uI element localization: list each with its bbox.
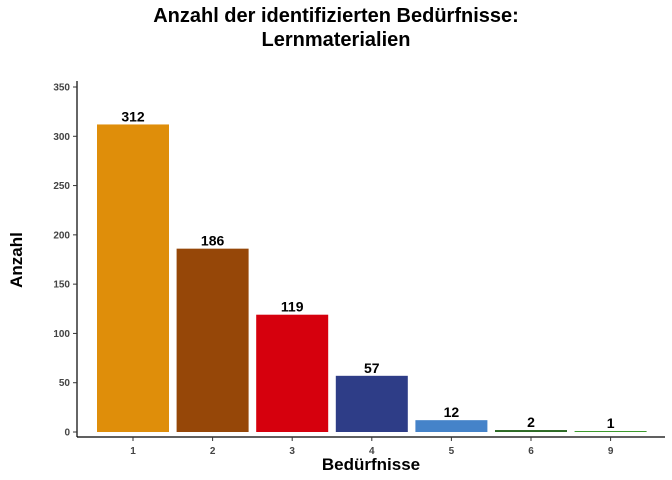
chart-title-line-1: Anzahl der identifizierten Bedürfnisse: bbox=[153, 5, 519, 27]
y-tick-label-250: 250 bbox=[53, 181, 70, 192]
data-label-9: 1 bbox=[607, 415, 615, 431]
data-label-2: 186 bbox=[201, 233, 225, 249]
data-labels-group: 312 186 119 57 12 2 1 bbox=[121, 108, 614, 431]
x-axis-title: Bedürfnisse bbox=[322, 455, 420, 474]
chart-title-line-2: Lernmaterialien bbox=[261, 29, 411, 51]
y-tick-label-50: 50 bbox=[59, 378, 71, 389]
y-tick-label-350: 350 bbox=[53, 83, 70, 94]
y-axis-ticks: 0 50 100 150 200 250 300 350 bbox=[53, 83, 77, 439]
data-label-6: 2 bbox=[527, 414, 535, 430]
y-tick-label-0: 0 bbox=[64, 428, 70, 439]
data-label-1: 312 bbox=[121, 108, 145, 124]
bar-6 bbox=[495, 430, 567, 432]
x-tick-label-1: 1 bbox=[130, 446, 136, 457]
bar-9 bbox=[574, 431, 647, 432]
x-tick-label-3: 3 bbox=[289, 446, 295, 457]
x-axis-ticks: 1 2 3 4 5 6 9 bbox=[130, 437, 614, 457]
bar-2 bbox=[176, 248, 249, 432]
x-tick-label-4: 4 bbox=[369, 446, 375, 457]
bar-4 bbox=[335, 375, 408, 432]
x-tick-label-2: 2 bbox=[210, 446, 216, 457]
bar-1 bbox=[97, 124, 169, 432]
x-tick-label-5: 5 bbox=[449, 446, 455, 457]
chart-title: Anzahl der identifizierten Bedürfnisse: … bbox=[0, 4, 672, 52]
x-tick-label-9: 9 bbox=[608, 446, 614, 457]
bar-5 bbox=[415, 420, 488, 432]
y-tick-label-100: 100 bbox=[53, 329, 70, 340]
y-tick-label-300: 300 bbox=[53, 132, 70, 143]
data-label-4: 57 bbox=[364, 360, 380, 376]
y-tick-label-150: 150 bbox=[53, 280, 70, 291]
x-tick-label-6: 6 bbox=[528, 446, 534, 457]
y-axis-title: Anzahl bbox=[7, 232, 26, 288]
data-label-5: 12 bbox=[444, 404, 460, 420]
bar-3 bbox=[256, 314, 329, 432]
y-tick-label-200: 200 bbox=[53, 230, 70, 241]
data-label-3: 119 bbox=[281, 299, 304, 315]
bars-group bbox=[97, 124, 647, 432]
